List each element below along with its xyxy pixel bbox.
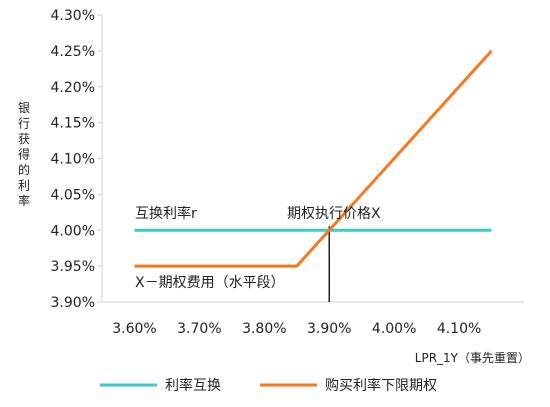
y-tick-label: 4.00%: [51, 223, 95, 239]
x-tick-label: 4.10%: [437, 321, 481, 337]
y-tick-label: 4.30%: [51, 8, 95, 24]
premium-annotation: X－期权费用（水平段）: [135, 275, 285, 291]
y-tick-label: 4.10%: [51, 152, 95, 168]
floor-option-series-line: [134, 49, 493, 268]
legend-label: 利率互换: [165, 377, 221, 394]
swap-rate-annotation: 互换利率r: [135, 205, 197, 222]
y-tick-labels: 3.90% 3.95% 4.00% 4.05% 4.10% 4.15% 4.20% 4.25%…: [51, 8, 102, 311]
x-tick-label: 4.00%: [372, 321, 416, 337]
series-layer: [134, 49, 493, 268]
x-tick-label: 3.80%: [242, 321, 286, 337]
legend: 利率互换 购买利率下限期权: [100, 377, 437, 394]
y-tick-label: 4.20%: [51, 80, 95, 96]
y-tick-label: 4.05%: [51, 187, 95, 203]
y-tick-label: 4.25%: [51, 44, 95, 60]
y-axis-title: 银行获得的利率: [18, 101, 30, 208]
y-tick-label: 4.15%: [51, 116, 95, 132]
strike-annotation: 期权执行价格X: [287, 206, 381, 222]
legend-label: 购买利率下限期权: [325, 377, 437, 394]
y-tick-label: 3.90%: [51, 295, 95, 311]
y-tick-label: 3.95%: [51, 259, 95, 275]
x-tick-labels: 3.60% 3.70% 3.80% 3.90% 4.00% 4.10%: [112, 321, 481, 337]
x-tick-label: 3.90%: [307, 321, 351, 337]
x-tick-label: 3.60%: [112, 321, 156, 337]
x-tick-label: 3.70%: [177, 321, 221, 337]
x-axis-title: LPR_1Y（事先重置）: [415, 351, 530, 365]
chart-axes: [101, 15, 524, 303]
